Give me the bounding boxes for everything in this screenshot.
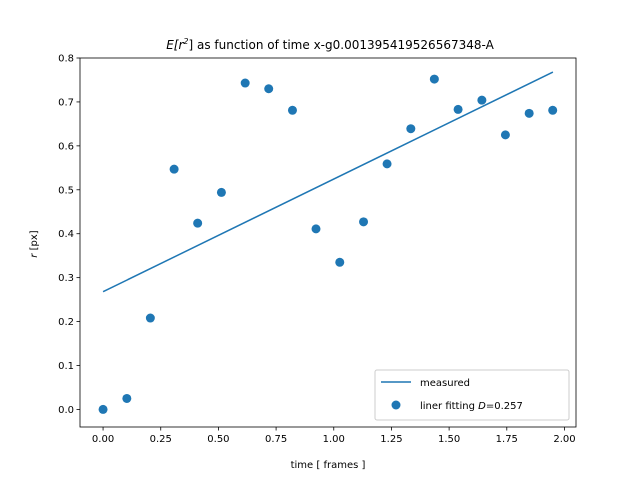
x-tick-label: 1.25 [380, 434, 402, 445]
y-tick-label: 0.1 [58, 361, 74, 372]
data-point [429, 74, 439, 84]
data-point [311, 224, 321, 234]
data-point [216, 187, 226, 197]
data-point [406, 124, 416, 134]
data-point [287, 105, 297, 115]
y-tick-label: 0.8 [58, 54, 74, 65]
data-point [240, 78, 250, 88]
legend-label-fitting-prefix: liner fitting [420, 401, 478, 412]
chart-title-expect: E[r [166, 38, 184, 52]
data-point [359, 217, 369, 227]
x-tick-label: 1.00 [323, 434, 345, 445]
plot-area: 0.00 0.25 0.50 0.75 1.00 1.25 1.50 1.75 2.00 0.0 0… [58, 54, 577, 445]
chart-title-suffix: ] as function of time x-g0.0013954195265… [189, 38, 495, 52]
data-point [500, 130, 510, 140]
data-point [477, 95, 487, 105]
x-tick-label: 2.00 [553, 434, 575, 445]
axes-frame [79, 57, 577, 428]
data-point [193, 218, 203, 228]
legend: measured liner fitting D=0.257 [374, 369, 570, 421]
y-tick-label: 0.7 [58, 97, 74, 108]
y-tick-label: 0.3 [58, 273, 74, 284]
y-axis-label-var: r [29, 253, 40, 258]
series-line-0 [102, 71, 554, 293]
x-axis-label: time [ frames ] [291, 460, 366, 471]
data-point [453, 104, 463, 114]
y-axis-label-unit: [px] [29, 230, 40, 253]
legend-label-fitting-var: D [478, 401, 486, 412]
y-tick-label: 0.2 [58, 317, 74, 328]
y-tick-label: 0.5 [58, 185, 74, 196]
data-point [169, 164, 179, 174]
legend-label-fitting-suffix: =0.257 [486, 401, 523, 412]
legend-label-fitting: liner fitting D=0.257 [420, 401, 523, 412]
legend-box [374, 369, 570, 421]
x-tick-label: 0.00 [92, 434, 114, 445]
chart-title: E[r2] as function of time x-g0.001395419… [166, 37, 494, 52]
data-point [145, 313, 155, 323]
legend-marker-swatch [391, 400, 401, 410]
data-point [335, 257, 345, 267]
data-point [264, 84, 274, 94]
x-tick-label: 1.50 [438, 434, 460, 445]
y-tick-label: 0.0 [58, 405, 74, 416]
data-point [548, 105, 558, 115]
data-point [98, 404, 108, 414]
y-axis-label: r [px] [29, 230, 40, 257]
legend-label-measured: measured [420, 378, 470, 389]
x-tick-label: 0.25 [150, 434, 172, 445]
chart-title-sup: 2 [183, 37, 188, 46]
y-tick-label: 0.4 [58, 229, 74, 240]
x-tick-label: 0.75 [265, 434, 287, 445]
data-point [122, 393, 132, 403]
x-tick-label: 0.50 [207, 434, 229, 445]
y-tick-label: 0.6 [58, 141, 74, 152]
x-tick-label: 1.75 [496, 434, 518, 445]
data-point [382, 159, 392, 169]
data-point [524, 108, 534, 118]
